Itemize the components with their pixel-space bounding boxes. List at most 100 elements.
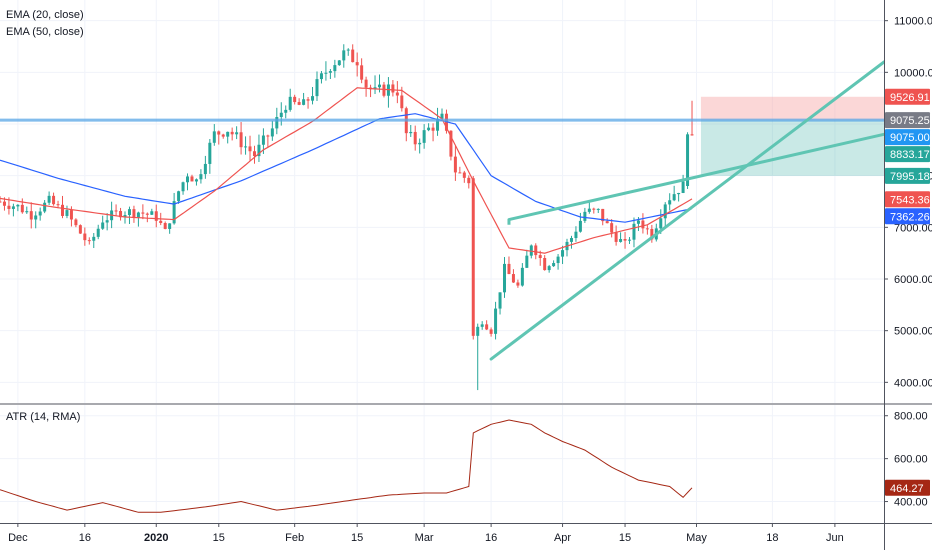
candle-body bbox=[199, 174, 203, 180]
candle bbox=[34, 211, 38, 229]
grid-lines bbox=[0, 0, 884, 523]
price-badge-background bbox=[885, 191, 930, 208]
candle bbox=[605, 218, 609, 224]
candle bbox=[311, 87, 315, 105]
candle bbox=[556, 254, 560, 270]
candle bbox=[462, 170, 466, 183]
candle bbox=[78, 224, 82, 234]
price-badge-background bbox=[885, 146, 930, 163]
candle bbox=[391, 80, 395, 97]
candle bbox=[453, 146, 457, 181]
price-badge-label: 9075.00 bbox=[890, 132, 930, 144]
candle-body bbox=[587, 208, 591, 212]
candle-body bbox=[230, 131, 234, 135]
candle bbox=[252, 145, 256, 164]
candle bbox=[74, 218, 78, 228]
ema50-line bbox=[0, 113, 693, 223]
price-badge-label: 9526.91 bbox=[890, 92, 930, 104]
candle-body bbox=[65, 210, 69, 216]
candle-body bbox=[96, 228, 100, 237]
candle-body bbox=[226, 131, 230, 137]
candle-body bbox=[328, 71, 332, 73]
candle-body bbox=[413, 131, 417, 145]
candle-body bbox=[436, 118, 440, 131]
candle bbox=[306, 97, 310, 109]
candle-body bbox=[279, 112, 283, 118]
candle bbox=[355, 52, 359, 77]
candle-body bbox=[29, 211, 33, 220]
time-axis-tick-label: Apr bbox=[554, 532, 571, 544]
candle-body bbox=[235, 132, 239, 135]
ema50-legend-label[interactable]: EMA (50, close) bbox=[6, 26, 84, 38]
candle bbox=[61, 195, 65, 219]
candle-body bbox=[38, 211, 42, 216]
candle-body bbox=[56, 204, 60, 206]
candle bbox=[511, 269, 515, 283]
candle-body bbox=[16, 204, 20, 207]
candle-body bbox=[471, 178, 475, 336]
time-axis-tick-label: Mar bbox=[415, 532, 434, 544]
candle-body bbox=[154, 211, 158, 221]
candle bbox=[632, 217, 636, 248]
candle bbox=[650, 224, 654, 243]
candle-body bbox=[288, 96, 292, 110]
candle bbox=[574, 226, 578, 242]
candle-body bbox=[114, 210, 118, 212]
candle-body bbox=[333, 65, 337, 72]
candle-body bbox=[610, 223, 614, 233]
candle-body bbox=[632, 223, 636, 240]
candle-body bbox=[123, 215, 127, 218]
candle-body bbox=[431, 127, 435, 131]
candle-body bbox=[511, 274, 515, 283]
candle-body bbox=[400, 95, 404, 109]
candle-body bbox=[346, 49, 350, 51]
candle-body bbox=[534, 245, 538, 256]
candle-body bbox=[578, 220, 582, 232]
candle-body bbox=[547, 266, 551, 271]
price-badge: 9075.00 bbox=[885, 129, 930, 146]
time-axis-tick-label: 16 bbox=[79, 532, 91, 544]
candle-body bbox=[257, 144, 261, 157]
price-axis-tick-label: 5000.00 bbox=[894, 326, 932, 338]
candle bbox=[150, 208, 154, 215]
candle bbox=[494, 301, 498, 340]
candle-body bbox=[373, 87, 377, 90]
candle bbox=[239, 122, 243, 155]
candle bbox=[217, 130, 221, 145]
candle-body bbox=[507, 263, 511, 275]
candle-body bbox=[360, 65, 364, 80]
candle bbox=[342, 44, 346, 68]
candle-body bbox=[623, 239, 627, 241]
candle-body bbox=[306, 99, 310, 101]
price-badge: 9075.25 bbox=[885, 112, 930, 129]
candle-body bbox=[453, 156, 457, 173]
candle bbox=[257, 134, 261, 162]
candle-body bbox=[297, 102, 301, 105]
candle-body bbox=[409, 131, 413, 134]
ema20-legend-label[interactable]: EMA (20, close) bbox=[6, 9, 84, 21]
price-badge-background bbox=[885, 112, 930, 129]
candle-body bbox=[690, 134, 694, 136]
candle bbox=[52, 192, 56, 206]
candle-body bbox=[145, 213, 149, 215]
candle-body bbox=[11, 206, 15, 209]
candle-body bbox=[355, 62, 359, 66]
candle-body bbox=[2, 201, 6, 206]
candle-body bbox=[284, 109, 288, 113]
candle bbox=[413, 125, 417, 151]
candle-body bbox=[503, 263, 507, 293]
candle bbox=[203, 155, 207, 179]
atr-legend-label[interactable]: ATR (14, RMA) bbox=[6, 411, 81, 423]
candle-body bbox=[422, 130, 426, 143]
atr-line bbox=[0, 419, 693, 513]
candle bbox=[677, 192, 681, 202]
candle-body bbox=[177, 191, 181, 202]
candle-body bbox=[101, 222, 105, 229]
time-axis-tick-label: Jun bbox=[826, 532, 844, 544]
candle-body bbox=[150, 211, 154, 215]
candle bbox=[596, 208, 600, 214]
candle bbox=[324, 61, 328, 81]
time-axis-tick-label: May bbox=[686, 532, 707, 544]
candle-body bbox=[686, 134, 690, 186]
